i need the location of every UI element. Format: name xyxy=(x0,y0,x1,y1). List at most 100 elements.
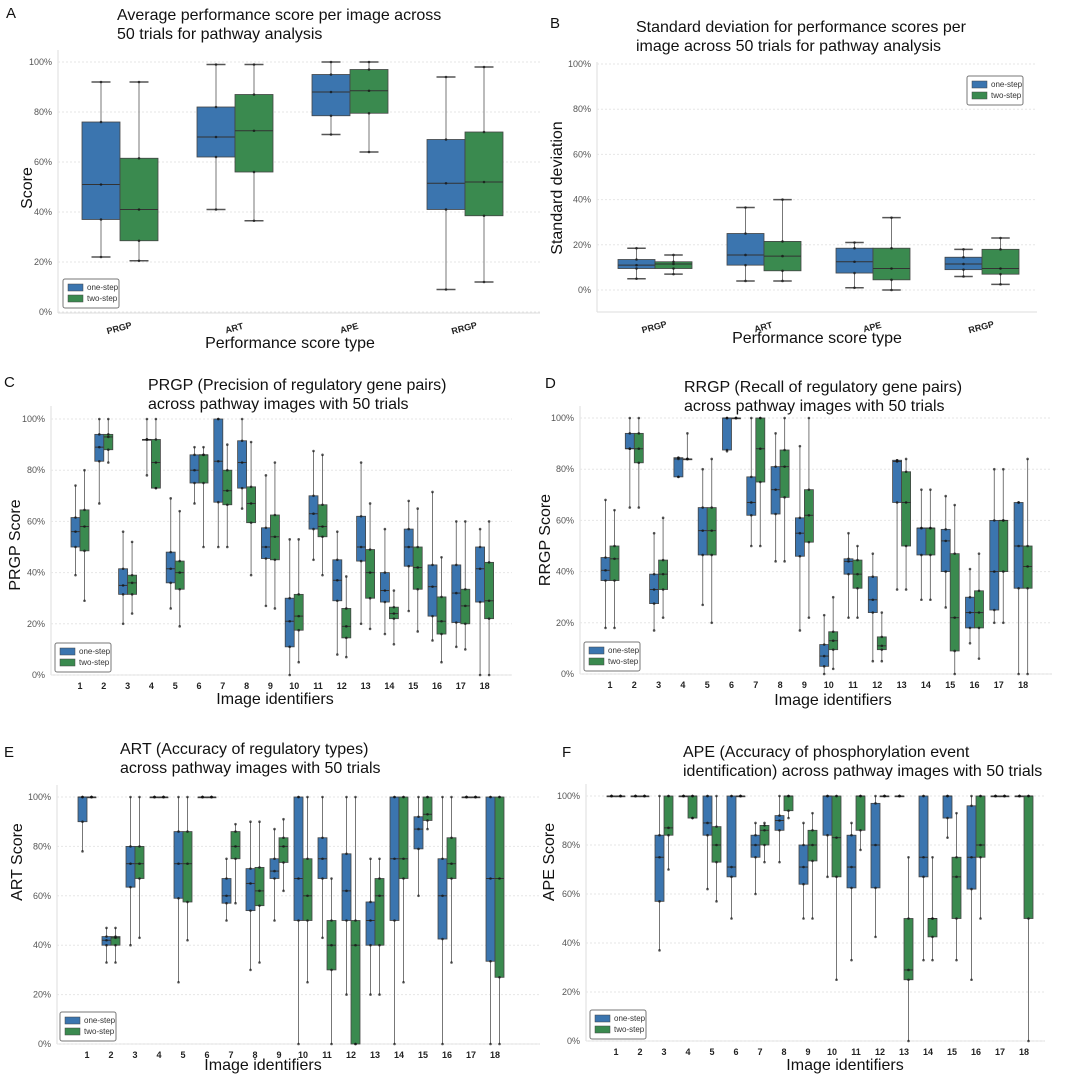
data-point xyxy=(369,857,372,861)
data-point xyxy=(853,246,856,250)
data-point xyxy=(835,836,838,839)
y-tick-label: 0% xyxy=(567,1036,580,1046)
box-two-step xyxy=(293,593,304,631)
x-tick-label: 1 xyxy=(77,681,82,691)
data-point xyxy=(826,833,829,837)
data-point xyxy=(822,643,826,646)
x-tick-label: RRGP xyxy=(450,320,478,336)
box-two-step xyxy=(174,560,185,590)
data-point xyxy=(354,1042,357,1046)
data-point xyxy=(968,611,972,614)
data-point xyxy=(890,246,893,250)
data-point xyxy=(613,544,616,548)
data-point xyxy=(931,958,934,962)
data-point xyxy=(781,254,784,258)
data-point xyxy=(482,180,486,184)
data-point xyxy=(880,648,884,651)
chart-title: Standard deviation for performance score… xyxy=(636,19,967,55)
data-point xyxy=(871,598,875,602)
legend-label-one-step: one-step xyxy=(614,1014,646,1023)
data-point xyxy=(781,198,784,201)
data-point xyxy=(811,843,814,847)
data-point xyxy=(297,795,300,799)
data-point xyxy=(604,556,607,559)
data-point xyxy=(367,89,371,93)
box-one-step xyxy=(798,844,809,885)
data-point xyxy=(455,645,458,649)
box-one-step xyxy=(822,795,833,836)
data-point xyxy=(652,572,656,576)
title-line: Average performance score per image acro… xyxy=(117,7,441,24)
data-point xyxy=(850,865,853,869)
panel-E: E ART (Accuracy of regulatory types) acros… xyxy=(4,741,540,1074)
data-point xyxy=(831,667,835,671)
data-point xyxy=(968,641,972,645)
legend-label-two-step: two-step xyxy=(87,294,118,303)
x-tick-label: 2 xyxy=(108,1050,113,1060)
data-point xyxy=(1003,794,1006,798)
data-point xyxy=(450,862,453,865)
data-point xyxy=(402,857,405,861)
data-point xyxy=(336,530,339,533)
data-point xyxy=(177,830,180,833)
data-point xyxy=(329,114,333,118)
data-point xyxy=(970,794,973,798)
box-two-step xyxy=(350,920,361,1045)
data-point xyxy=(811,917,814,920)
data-point xyxy=(822,654,826,658)
data-point xyxy=(652,602,656,605)
data-point xyxy=(847,572,850,576)
data-point xyxy=(787,794,790,798)
data-point xyxy=(416,630,420,633)
data-point xyxy=(904,457,908,461)
data-point xyxy=(98,445,101,449)
box-two-step xyxy=(79,509,90,552)
data-point xyxy=(604,569,607,572)
data-point xyxy=(330,1042,333,1046)
data-point xyxy=(759,447,762,451)
box-one-step xyxy=(269,858,280,879)
box-one-step xyxy=(196,106,236,158)
data-point xyxy=(977,589,981,593)
legend-label-one-step: one-step xyxy=(991,80,1023,89)
data-point xyxy=(138,862,141,865)
data-point xyxy=(105,926,108,930)
x-tick-label: 3 xyxy=(125,681,130,691)
data-point xyxy=(464,520,467,523)
data-point xyxy=(482,130,486,134)
data-point xyxy=(750,544,753,548)
data-point xyxy=(83,549,86,553)
legend-label-two-step: two-step xyxy=(991,91,1022,100)
data-point xyxy=(345,655,348,659)
data-point xyxy=(249,521,253,524)
data-point xyxy=(225,894,228,898)
data-point xyxy=(628,416,632,420)
data-point xyxy=(464,587,467,591)
box-two-step xyxy=(998,520,1009,573)
data-point xyxy=(652,629,656,632)
data-point xyxy=(330,877,333,880)
x-tick-label: 17 xyxy=(466,1050,476,1060)
data-point xyxy=(226,503,229,507)
x-axis-label: Performance score type xyxy=(205,335,375,352)
data-point xyxy=(402,980,405,984)
y-tick-label: 40% xyxy=(34,207,52,217)
data-point xyxy=(754,821,757,825)
y-tick-label: 80% xyxy=(556,464,574,474)
data-point xyxy=(750,513,753,517)
data-point xyxy=(853,260,856,264)
data-point xyxy=(226,489,229,492)
data-point xyxy=(107,417,110,421)
data-point xyxy=(482,280,486,284)
data-point xyxy=(345,919,348,922)
data-point xyxy=(637,447,641,451)
data-point xyxy=(121,593,125,596)
data-point xyxy=(613,557,616,561)
data-point xyxy=(944,539,947,543)
data-point xyxy=(931,935,934,939)
x-tick-label: 4 xyxy=(685,1047,690,1057)
data-point xyxy=(831,595,835,599)
box-one-step xyxy=(774,815,785,831)
data-point xyxy=(178,559,181,563)
data-point xyxy=(637,506,641,509)
